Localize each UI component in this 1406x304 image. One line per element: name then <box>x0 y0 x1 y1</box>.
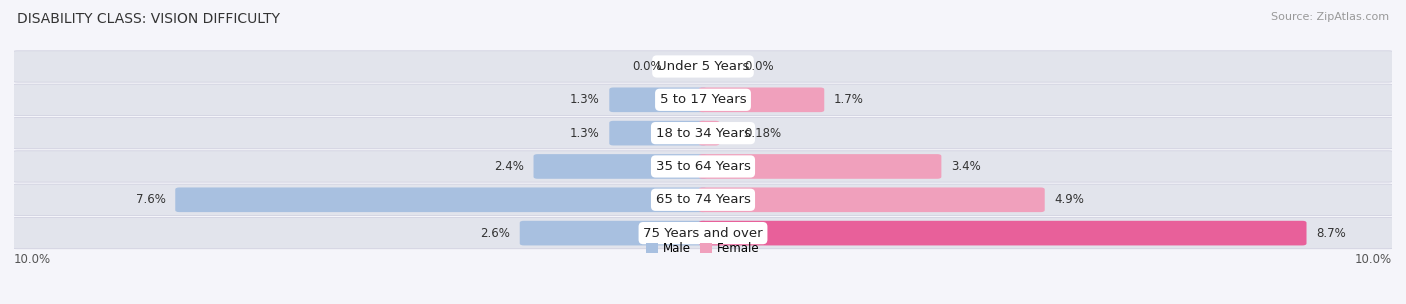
FancyBboxPatch shape <box>10 217 1396 249</box>
FancyBboxPatch shape <box>699 221 1306 245</box>
FancyBboxPatch shape <box>176 188 707 212</box>
FancyBboxPatch shape <box>533 154 707 179</box>
Text: 1.3%: 1.3% <box>569 127 599 140</box>
FancyBboxPatch shape <box>699 121 720 145</box>
FancyBboxPatch shape <box>10 117 1396 149</box>
Text: 65 to 74 Years: 65 to 74 Years <box>655 193 751 206</box>
FancyBboxPatch shape <box>10 84 1396 116</box>
Text: 5 to 17 Years: 5 to 17 Years <box>659 93 747 106</box>
Legend: Male, Female: Male, Female <box>641 238 765 260</box>
Text: 18 to 34 Years: 18 to 34 Years <box>655 127 751 140</box>
Text: 7.6%: 7.6% <box>136 193 166 206</box>
Text: Under 5 Years: Under 5 Years <box>657 60 749 73</box>
Text: 1.3%: 1.3% <box>569 93 599 106</box>
FancyBboxPatch shape <box>10 51 1396 82</box>
Text: 1.7%: 1.7% <box>834 93 863 106</box>
Text: 8.7%: 8.7% <box>1316 226 1346 240</box>
FancyBboxPatch shape <box>699 88 824 112</box>
Text: 75 Years and over: 75 Years and over <box>643 226 763 240</box>
Text: 10.0%: 10.0% <box>1355 253 1392 266</box>
FancyBboxPatch shape <box>699 188 1045 212</box>
FancyBboxPatch shape <box>10 151 1396 182</box>
Text: 2.6%: 2.6% <box>481 226 510 240</box>
Text: DISABILITY CLASS: VISION DIFFICULTY: DISABILITY CLASS: VISION DIFFICULTY <box>17 12 280 26</box>
FancyBboxPatch shape <box>699 154 942 179</box>
FancyBboxPatch shape <box>520 221 707 245</box>
Text: 10.0%: 10.0% <box>14 253 51 266</box>
Text: 4.9%: 4.9% <box>1054 193 1084 206</box>
Text: 0.18%: 0.18% <box>744 127 782 140</box>
Text: Source: ZipAtlas.com: Source: ZipAtlas.com <box>1271 12 1389 22</box>
Text: 3.4%: 3.4% <box>950 160 981 173</box>
FancyBboxPatch shape <box>10 184 1396 216</box>
Text: 0.0%: 0.0% <box>633 60 662 73</box>
Text: 2.4%: 2.4% <box>494 160 524 173</box>
FancyBboxPatch shape <box>609 121 707 145</box>
FancyBboxPatch shape <box>609 88 707 112</box>
Text: 35 to 64 Years: 35 to 64 Years <box>655 160 751 173</box>
Text: 0.0%: 0.0% <box>744 60 773 73</box>
